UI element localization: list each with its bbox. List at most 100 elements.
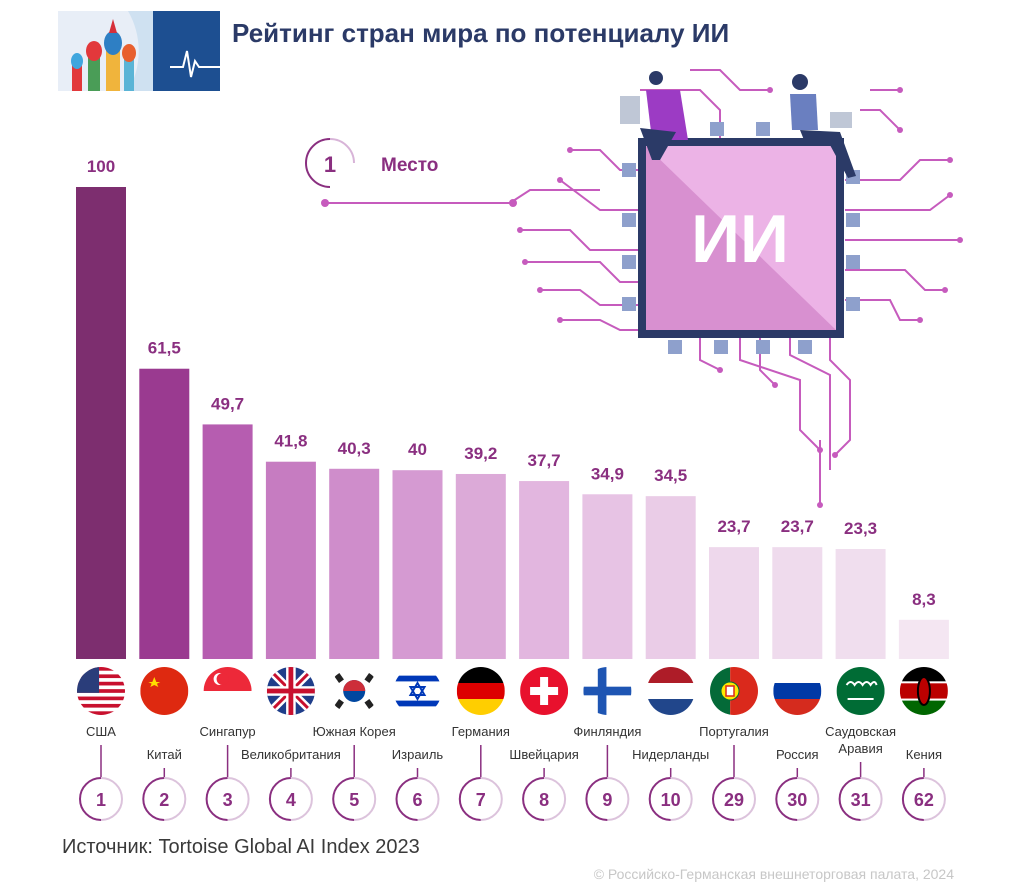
legend-marker-circle <box>305 138 331 188</box>
value-label: 49,7 <box>211 394 244 413</box>
flag-russia-icon <box>773 667 822 715</box>
category-label-line: Кения <box>906 747 942 762</box>
rank-badge: 9 <box>585 777 630 821</box>
bar <box>139 368 190 659</box>
bar <box>898 619 949 659</box>
flag-finland-icon <box>583 667 632 715</box>
category-label-line: Португалия <box>699 724 769 739</box>
rank-connectors <box>100 745 925 777</box>
bar-series <box>76 187 949 659</box>
bar <box>645 496 696 659</box>
category-label-line: Южная Корея <box>313 724 396 739</box>
flag-portugal-icon <box>710 667 758 715</box>
rank-number: 30 <box>787 790 807 810</box>
rank-badge: 31 <box>838 777 883 821</box>
person-man-icon <box>620 71 688 160</box>
rank-number: 5 <box>349 790 359 810</box>
rank-badge: 5 <box>332 777 377 821</box>
category-label: США <box>86 724 116 739</box>
flag-germany-icon <box>456 667 505 715</box>
category-label: Саудовская Аравия <box>825 724 896 756</box>
category-label: Китай <box>147 747 182 762</box>
rank-number: 31 <box>851 790 871 810</box>
bar <box>455 473 506 659</box>
rank-number: 10 <box>661 790 681 810</box>
copyright-note: © Российско-Германская внешнеторговая па… <box>593 866 954 882</box>
value-label: 40 <box>408 440 427 459</box>
bar <box>329 468 380 659</box>
bar <box>519 481 570 659</box>
flag-usa-icon <box>77 667 125 715</box>
flag-israel-icon <box>393 667 442 715</box>
rank-badge: 3 <box>205 777 250 821</box>
rank-badges: 1 2 3 4 5 6 7 8 9 10 29 30 31 62 <box>79 777 946 821</box>
value-label: 40,3 <box>338 439 371 458</box>
category-label: Россия <box>776 747 819 762</box>
flag-singapore-icon <box>203 667 252 715</box>
bar <box>582 494 633 659</box>
category-label-line: Россия <box>776 747 819 762</box>
flag-south-korea-icon <box>330 667 379 715</box>
value-label: 8,3 <box>912 590 936 609</box>
rank-number: 6 <box>412 790 422 810</box>
category-label: Финляндия <box>573 724 641 739</box>
bar <box>202 424 253 659</box>
rank-badge: 7 <box>458 777 503 821</box>
category-label-line: Великобритания <box>241 747 341 762</box>
category-labels: США Китай Сингапур Великобритания Южная Коре… <box>86 724 942 762</box>
flag-saudi-arabia-icon <box>836 667 885 715</box>
value-label: 23,7 <box>717 517 750 536</box>
category-label-line: Китай <box>147 747 182 762</box>
flag-uk-icon <box>266 667 315 715</box>
rank-number: 2 <box>159 790 169 810</box>
rank-number: 62 <box>914 790 934 810</box>
category-label: Великобритания <box>241 747 341 762</box>
value-label: 100 <box>87 157 115 176</box>
value-label: 41,8 <box>274 432 307 451</box>
person-woman-icon <box>790 74 856 178</box>
value-label: 39,2 <box>464 444 497 463</box>
rank-number: 1 <box>96 790 106 810</box>
legend: 1 Место <box>305 138 438 188</box>
category-label-line: США <box>86 724 116 739</box>
category-label-line: Сингапур <box>200 724 256 739</box>
logo-image <box>58 11 220 91</box>
category-label-line: Нидерланды <box>632 747 709 762</box>
value-label: 61,5 <box>148 339 181 358</box>
value-labels: 100 61,5 49,7 41,8 40,3 40 39,2 37,7 34,9 34,5 23,… <box>87 157 936 609</box>
page-title: Рейтинг стран мира по потенциалу ИИ <box>232 18 730 48</box>
rank-badge: 4 <box>268 777 313 821</box>
rank-badge: 2 <box>142 777 187 821</box>
bar <box>709 547 759 659</box>
category-label: Южная Корея <box>313 724 396 739</box>
value-label: 23,3 <box>844 519 877 538</box>
category-label: Швейцария <box>509 747 578 762</box>
category-label-line: Финляндия <box>573 724 641 739</box>
value-label: 37,7 <box>528 451 561 470</box>
rank-number: 29 <box>724 790 744 810</box>
rank-number: 9 <box>602 790 612 810</box>
rank-number: 4 <box>286 790 296 810</box>
category-label-line: Швейцария <box>509 747 578 762</box>
category-label: Нидерланды <box>632 747 709 762</box>
bar <box>835 549 886 659</box>
rank-number: 8 <box>539 790 549 810</box>
rank-badge: 6 <box>395 777 440 821</box>
flag-netherlands-icon <box>646 667 695 715</box>
rank-badge: 62 <box>901 777 946 821</box>
legend-marker-number: 1 <box>324 152 336 177</box>
rank-badge: 10 <box>648 777 693 821</box>
legend-label: Место <box>381 155 438 176</box>
category-label-line: Германия <box>452 724 510 739</box>
rank-badge: 29 <box>712 777 756 821</box>
bar <box>392 470 443 659</box>
value-label: 23,7 <box>781 517 814 536</box>
bar <box>76 187 126 659</box>
rank-badge: 1 <box>79 777 123 821</box>
category-label: Кения <box>906 747 942 762</box>
rank-number: 3 <box>223 790 233 810</box>
bar <box>772 547 823 659</box>
category-label-line: Аравия <box>838 741 882 756</box>
category-label: Германия <box>452 724 510 739</box>
